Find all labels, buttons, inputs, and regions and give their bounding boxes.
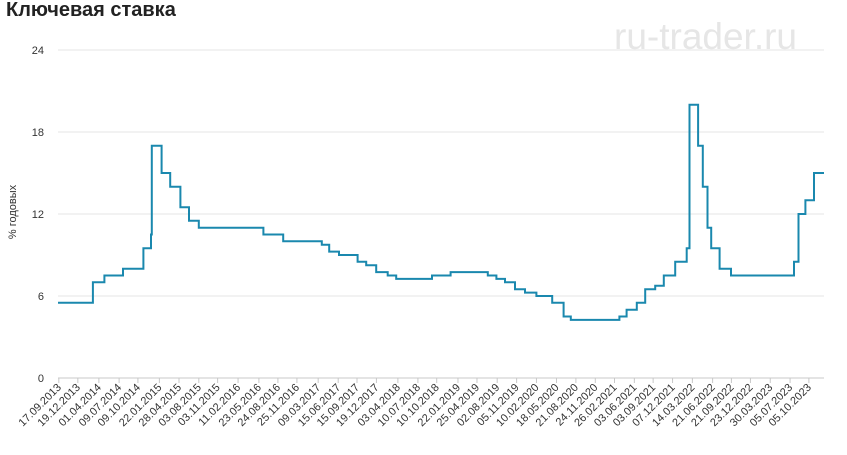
y-axis: 0 6 12 18 24 bbox=[32, 45, 44, 385]
y-axis-label: % годовых bbox=[7, 184, 19, 239]
x-axis: 17.09.201319.12.201301.04.201409.07.2014… bbox=[17, 378, 814, 429]
y-tick-label: 0 bbox=[38, 373, 44, 385]
y-tick-label: 12 bbox=[32, 209, 44, 221]
series-line bbox=[58, 103, 824, 321]
grid bbox=[58, 49, 824, 379]
y-tick-label: 6 bbox=[38, 291, 44, 303]
y-tick-label: 24 bbox=[32, 45, 44, 57]
y-tick-label: 18 bbox=[32, 127, 44, 139]
chart-title: Ключевая ставка bbox=[6, 0, 176, 21]
series-group bbox=[58, 103, 824, 321]
